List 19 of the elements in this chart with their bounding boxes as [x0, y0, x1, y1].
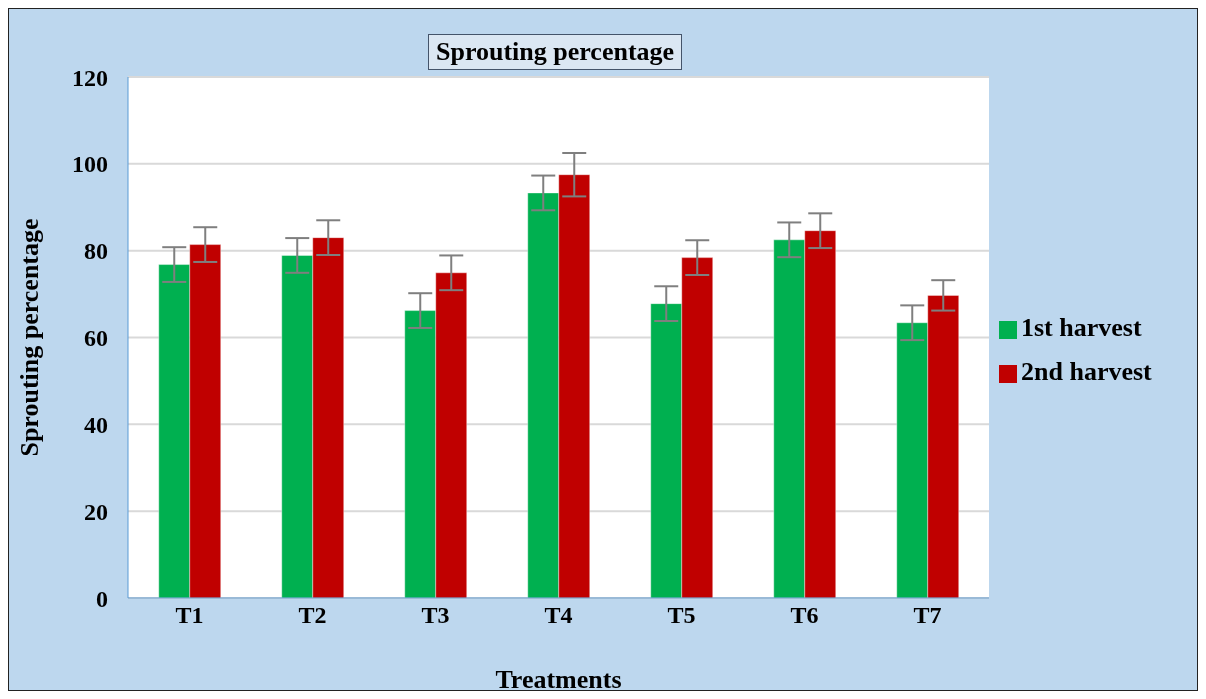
y-tick-label: 120: [72, 64, 108, 91]
chart-title: Sprouting percentage: [428, 34, 683, 70]
y-axis-title: Sprouting percentage: [15, 218, 45, 457]
y-tick-label: 60: [84, 325, 108, 352]
x-tick-label: T4: [544, 602, 573, 629]
y-tick-label: 100: [72, 151, 108, 178]
x-tick-label: T6: [790, 602, 819, 629]
x-tick-label: T1: [175, 602, 204, 629]
y-tick-label: 0: [96, 585, 108, 612]
x-tick-label: T3: [421, 602, 450, 629]
y-tick-label: 40: [84, 411, 108, 438]
y-tick-label: 20: [84, 498, 108, 525]
x-tick-label: T2: [298, 602, 327, 629]
x-axis-title: Treatments: [495, 665, 622, 694]
y-tick-label: 80: [84, 238, 108, 265]
legend-label: 1st harvest: [1021, 312, 1142, 342]
x-tick-label: T5: [667, 602, 696, 629]
legend-label: 2nd harvest: [1021, 356, 1152, 386]
x-tick-label: T7: [913, 602, 942, 629]
